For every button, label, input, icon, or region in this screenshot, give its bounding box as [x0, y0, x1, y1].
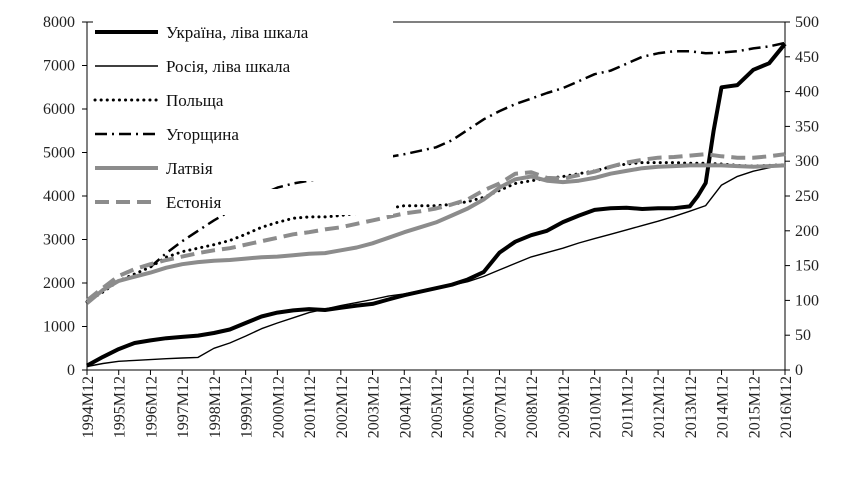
left-axis-tick-label: 4000	[43, 188, 75, 205]
x-axis-tick-label: 2006M12	[461, 376, 478, 438]
right-axis-tick-label: 300	[795, 153, 819, 170]
x-axis-tick-label: 2011M12	[619, 376, 636, 438]
x-axis-tick-label: 2009M12	[556, 376, 573, 438]
right-axis-tick-label: 500	[795, 14, 819, 31]
right-axis-tick-label: 50	[795, 327, 811, 344]
right-axis-tick-label: 250	[795, 188, 819, 205]
series-line-2	[86, 164, 786, 368]
x-axis-tick-label: 2008M12	[524, 376, 541, 438]
legend-label-2: Росія, ліва шкала	[166, 57, 291, 76]
x-axis-tick-label: 1994M12	[80, 376, 97, 438]
left-y-axis: 0 1000 2000 3000 4000 5000 6000 7000 8000	[43, 14, 87, 379]
x-axis-tick-label: 2002M12	[334, 376, 351, 438]
left-axis-tick-label: 3000	[43, 232, 75, 249]
x-axis-tick-label: 2003M12	[366, 376, 383, 438]
right-axis-tick-label: 450	[795, 49, 819, 66]
series-line-6	[85, 152, 786, 302]
x-axis-tick-label: 1998M12	[207, 376, 224, 438]
left-axis-tick-label: 7000	[43, 58, 75, 75]
x-axis-tick-label: 1995M12	[112, 376, 129, 438]
left-axis-tick-label: 6000	[43, 101, 75, 118]
legend-label-4: Угорщина	[166, 125, 239, 144]
right-axis-tick-label: 200	[795, 223, 819, 240]
x-axis-tick-label: 2001M12	[302, 376, 319, 438]
legend-label-3: Польща	[166, 91, 224, 110]
x-axis-tick-label: 2004M12	[397, 376, 414, 438]
x-axis-tick-label: 2010M12	[588, 376, 605, 438]
x-axis-tick-label: 2007M12	[492, 376, 509, 438]
left-axis-tick-label: 5000	[43, 145, 75, 162]
right-axis-tick-label: 350	[795, 118, 819, 135]
x-axis-tick-label: 2013M12	[683, 376, 700, 438]
right-y-axis: 0 50 100 150 200 250 300 350 400 450 500	[785, 14, 819, 379]
x-axis-tick-label: 2005M12	[429, 376, 446, 438]
legend: Україна, ліва шкала Росія, ліва шкала Поль…	[93, 19, 393, 215]
x-axis: 1994M12 1995M12 1996M12 1997M12 1998M12 1999M…	[80, 370, 795, 438]
x-axis-tick-label: 2014M12	[715, 376, 732, 438]
left-axis-tick-label: 2000	[43, 275, 75, 292]
series-line-3	[85, 161, 787, 304]
series-line-5	[85, 163, 786, 305]
left-axis-tick-label: 0	[67, 362, 75, 379]
legend-label-5: Латвія	[166, 159, 213, 178]
legend-label-6: Естонія	[166, 193, 221, 212]
x-axis-tick-label: 2000M12	[270, 376, 287, 438]
right-axis-tick-label: 0	[795, 362, 803, 379]
legend-label-1: Україна, ліва шкала	[166, 23, 309, 42]
left-axis-tick-label: 1000	[43, 319, 75, 336]
right-axis-tick-label: 150	[795, 258, 819, 275]
x-axis-tick-label: 1999M12	[239, 376, 256, 438]
x-axis-tick-label: 2012M12	[651, 376, 668, 438]
x-axis-tick-label: 2016M12	[778, 376, 795, 438]
right-axis-tick-label: 100	[795, 292, 819, 309]
x-axis-tick-label: 1996M12	[143, 376, 160, 438]
left-axis-tick-label: 8000	[43, 14, 75, 31]
x-axis-tick-label: 1997M12	[175, 376, 192, 438]
x-axis-tick-label: 2015M12	[746, 376, 763, 438]
right-axis-tick-label: 400	[795, 84, 819, 101]
